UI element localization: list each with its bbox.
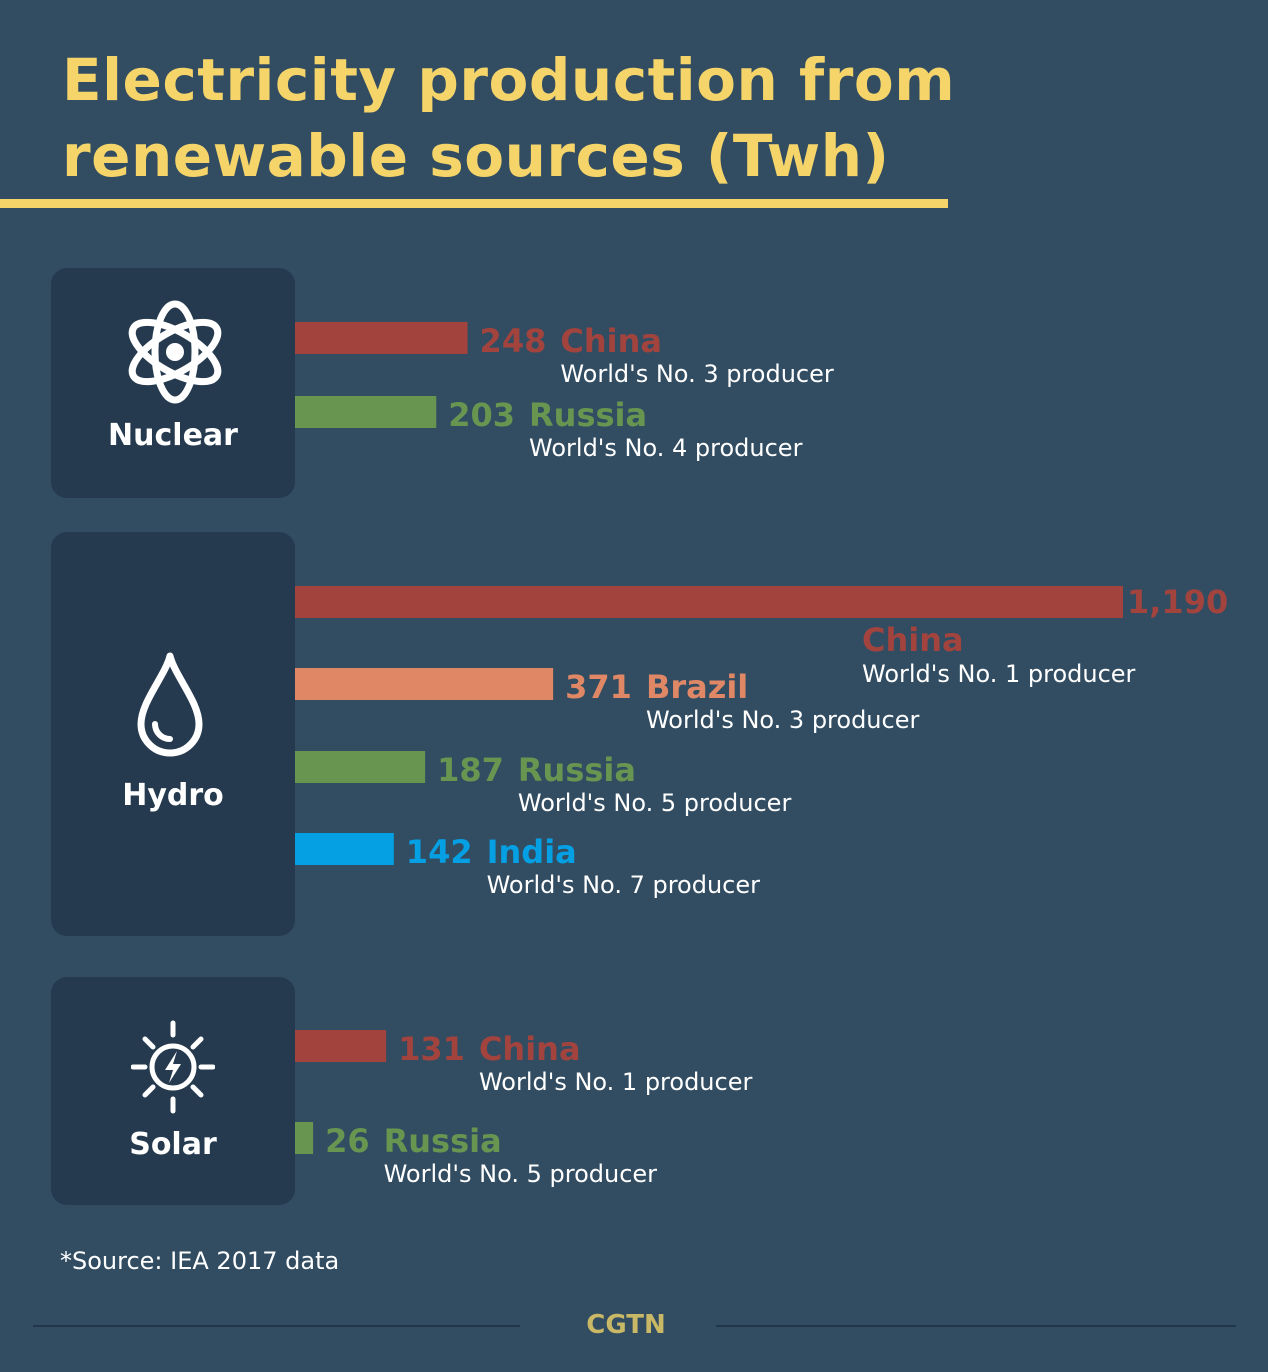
rank-label-hydro-russia: World's No. 5 producer — [518, 789, 792, 817]
panel-label-solar: Solar — [129, 1127, 217, 1162]
country-label-solar-russia: Russia — [384, 1122, 502, 1160]
rank-label-hydro-china: World's No. 1 producer — [862, 660, 1136, 688]
rank-label-solar-china: World's No. 1 producer — [479, 1068, 753, 1096]
rank-label-nuclear-russia: World's No. 4 producer — [529, 434, 803, 462]
panel-hydro: Hydro — [51, 532, 295, 936]
value-label-solar-russia: 26 — [325, 1122, 370, 1160]
bar-hydro-india — [295, 833, 394, 865]
chart-title: Electricity production from renewable so… — [62, 42, 955, 194]
water-drop-icon — [137, 652, 203, 757]
brand-logo-text: CGTN — [586, 1310, 666, 1340]
value-label-nuclear-china: 248 — [480, 322, 547, 360]
source-note: *Source: IEA 2017 data — [60, 1247, 340, 1275]
rank-label-nuclear-china: World's No. 3 producer — [560, 360, 834, 388]
bar-nuclear-china — [295, 322, 468, 354]
panel-label-nuclear: Nuclear — [108, 418, 238, 453]
value-label-solar-china: 131 — [398, 1030, 465, 1068]
bar-nuclear-russia — [295, 396, 437, 428]
rank-label-hydro-india: World's No. 7 producer — [487, 871, 761, 899]
atom-icon — [128, 300, 222, 404]
country-label-hydro-india: India — [487, 833, 577, 871]
bar-hydro-brazil — [295, 668, 554, 700]
bar-solar-russia — [295, 1122, 314, 1154]
country-label-hydro-brazil: Brazil — [646, 668, 748, 706]
country-label-hydro-china: China — [862, 621, 964, 659]
sun-bolt-icon — [131, 1020, 215, 1114]
value-label-hydro-china: 1,190 — [1127, 583, 1228, 621]
bar-hydro-china — [295, 586, 1123, 618]
rank-label-solar-russia: World's No. 5 producer — [384, 1160, 658, 1188]
value-label-hydro-russia: 187 — [437, 751, 504, 789]
title-line-2: renewable sources (Twh) — [62, 122, 890, 190]
panel-solar: Solar — [51, 977, 295, 1205]
value-label-hydro-india: 142 — [406, 833, 473, 871]
footer-divider-right — [716, 1325, 1236, 1327]
panel-label-hydro: Hydro — [122, 778, 224, 813]
country-label-hydro-russia: Russia — [518, 751, 636, 789]
rank-label-hydro-brazil: World's No. 3 producer — [646, 706, 920, 734]
country-label-nuclear-china: China — [560, 322, 662, 360]
value-label-nuclear-russia: 203 — [448, 396, 515, 434]
panel-nuclear: Nuclear — [51, 268, 295, 498]
footer-divider-left — [33, 1325, 520, 1327]
bar-hydro-russia — [295, 751, 426, 783]
title-line-1: Electricity production from — [62, 46, 956, 114]
bar-solar-china — [295, 1030, 387, 1062]
title-underline — [0, 199, 948, 208]
country-label-solar-china: China — [479, 1030, 581, 1068]
value-label-hydro-brazil: 371 — [565, 668, 632, 706]
country-label-nuclear-russia: Russia — [529, 396, 647, 434]
